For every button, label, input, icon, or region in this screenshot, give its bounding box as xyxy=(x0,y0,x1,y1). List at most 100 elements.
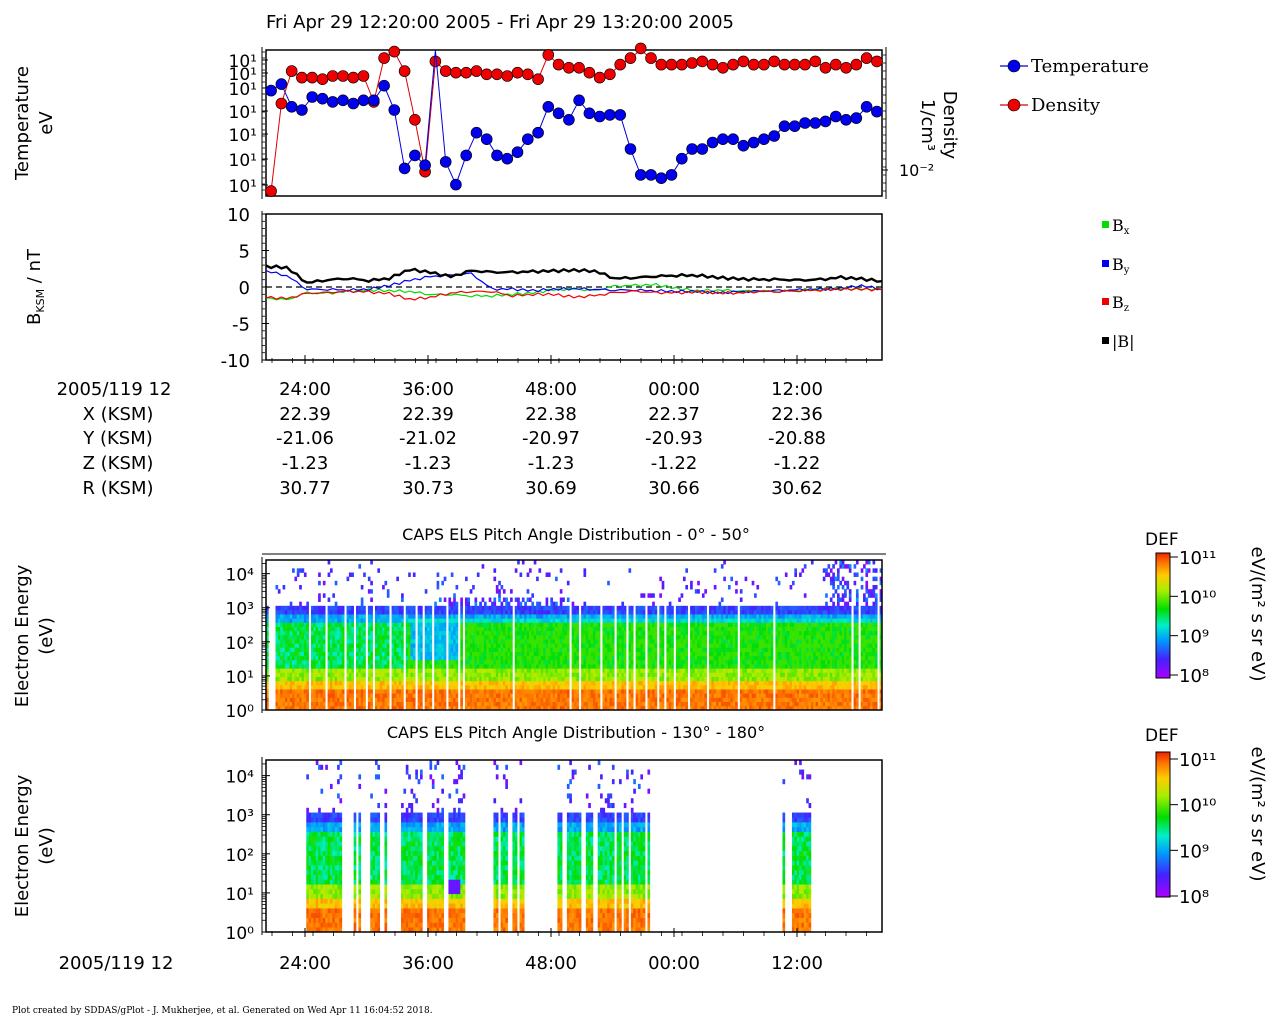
spectrogram-1-cell xyxy=(517,610,520,615)
spectrogram-1-cell xyxy=(547,701,551,707)
spectrogram-1-cell xyxy=(289,605,293,611)
spectrogram-1-cell xyxy=(739,605,743,611)
spectrogram-1-cell xyxy=(746,610,750,615)
spectrogram-1-cell xyxy=(393,605,397,611)
spectrogram-1-cell xyxy=(732,680,736,686)
spectrogram-1-cell xyxy=(505,651,508,657)
spectrogram-1-cell xyxy=(637,635,641,640)
spectrogram-1-cell xyxy=(453,614,456,619)
spectrogram-1-cell xyxy=(585,680,589,686)
spectrogram-1-cell xyxy=(640,639,644,644)
spectrogram-1-cell xyxy=(730,689,734,694)
spectrogram-1-cell xyxy=(735,639,738,644)
spectrogram-1-cell xyxy=(311,685,314,690)
spectrogram-1-cell xyxy=(517,560,520,565)
spectrogram-1-cell xyxy=(507,643,511,648)
spectrogram-1-cell xyxy=(543,705,546,711)
spectrogram-1-cell xyxy=(713,680,717,686)
spectrogram-1-cell xyxy=(616,664,620,669)
spectrogram-1-cell xyxy=(571,660,575,665)
spectrogram-1-cell xyxy=(332,622,336,627)
spectrogram-1-cell xyxy=(555,697,558,702)
spectrogram-1-cell xyxy=(296,622,300,627)
ephemeris-cell: 00:00 xyxy=(648,379,700,400)
spectrogram-1-cell xyxy=(588,680,591,686)
spectrogram-1-cell xyxy=(713,630,717,636)
spectrogram-1-cell xyxy=(491,660,494,665)
spectrogram-1-cell xyxy=(379,626,383,632)
spectrogram-1-cell xyxy=(761,680,764,686)
spectrogram-1-cell xyxy=(282,680,286,686)
spectrogram-1-cell xyxy=(623,647,627,652)
spectrogram-1-cell xyxy=(514,689,518,694)
spectrogram-1-cell xyxy=(491,664,494,669)
mag-y-tick-label: -10 xyxy=(221,351,250,372)
spectrogram-1-cell xyxy=(576,705,580,711)
spectrogram-1-cell xyxy=(547,672,551,677)
spectrogram-1-cell xyxy=(282,651,286,657)
spectrogram-1-cell xyxy=(417,697,421,702)
spectrogram-1-cell xyxy=(420,614,423,619)
spectrogram-1-cell xyxy=(301,647,305,652)
spectrogram-1-cell xyxy=(581,610,584,615)
spectrogram-1-cell xyxy=(367,680,371,686)
spectrogram-1-cell xyxy=(280,676,283,682)
spectrogram-1-cell xyxy=(472,685,475,690)
spectrogram-1-cell xyxy=(266,697,269,702)
spectrogram-1-cell xyxy=(424,664,428,669)
spectrogram-1-cell xyxy=(483,655,487,661)
spectrogram-1-cell xyxy=(718,630,722,636)
spectrogram-1-cell xyxy=(751,676,755,682)
spectrogram-1-cell xyxy=(472,705,475,711)
spectrogram-1-cell xyxy=(498,647,501,652)
spectrogram-1-cell xyxy=(640,626,644,632)
spectrogram-1-cell xyxy=(318,630,321,636)
spectrogram-1-cell xyxy=(334,655,338,661)
spectrogram-1-cell xyxy=(647,685,651,690)
spectrogram-1-cell xyxy=(346,685,350,690)
spectrogram-1-cell xyxy=(455,618,459,623)
spectrogram-1-cell xyxy=(595,651,598,657)
spectrogram-1-cell xyxy=(519,605,523,611)
spectrogram-1-cell xyxy=(562,639,565,644)
spectrogram-1-cell xyxy=(526,605,530,611)
spectrogram-1-cell xyxy=(543,639,546,644)
spectrogram-1-cell xyxy=(424,689,428,694)
spectrogram-1-cell xyxy=(467,651,471,657)
spectrogram-1-cell xyxy=(275,635,279,640)
spectrogram-1-cell xyxy=(728,643,731,648)
spectrogram-1-cell xyxy=(332,630,336,636)
spectrogram-1-cell xyxy=(711,622,715,627)
spectrogram-1-cell xyxy=(659,647,662,652)
spectrogram-1-cell xyxy=(531,647,535,652)
spectrogram-1-cell xyxy=(367,672,371,677)
spectrogram-1-cell xyxy=(303,689,307,694)
spectrogram-1-cell xyxy=(588,672,591,677)
spectrogram-1-cell xyxy=(538,701,542,707)
spectrogram-1-cell xyxy=(754,689,757,694)
spectrogram-1-cell xyxy=(441,668,444,673)
spectrogram-1-cell xyxy=(467,689,471,694)
spectrogram-1-cell xyxy=(348,697,352,702)
spectrogram-1-cell xyxy=(574,647,577,652)
spectrogram-1-cell xyxy=(533,685,537,690)
spectrogram-1-cell xyxy=(467,597,471,602)
spectrogram-1-cell xyxy=(604,610,608,615)
spectrogram-1-cell xyxy=(367,589,371,594)
spectrogram-1-cell xyxy=(711,680,715,686)
spectrogram-1-cell xyxy=(438,630,442,636)
spectrogram-1-cell xyxy=(581,647,584,652)
spectrogram-1-cell xyxy=(299,585,302,590)
spectrogram-1-cell xyxy=(289,639,293,644)
spectrogram-1-cell xyxy=(498,639,501,644)
spectrogram-1-cell xyxy=(538,630,542,636)
point-temperature xyxy=(265,84,277,97)
spectrogram-1-cell xyxy=(758,610,762,615)
spectrogram-1-cell xyxy=(746,660,750,665)
spectrogram-1-cell xyxy=(744,693,748,698)
spectrogram-1-cell xyxy=(571,672,575,677)
spectrogram-1-cell xyxy=(306,618,309,623)
spectrogram-1-cell xyxy=(744,622,748,627)
spectrogram-1-cell xyxy=(718,622,722,627)
spectrogram-1-cell xyxy=(543,643,546,648)
